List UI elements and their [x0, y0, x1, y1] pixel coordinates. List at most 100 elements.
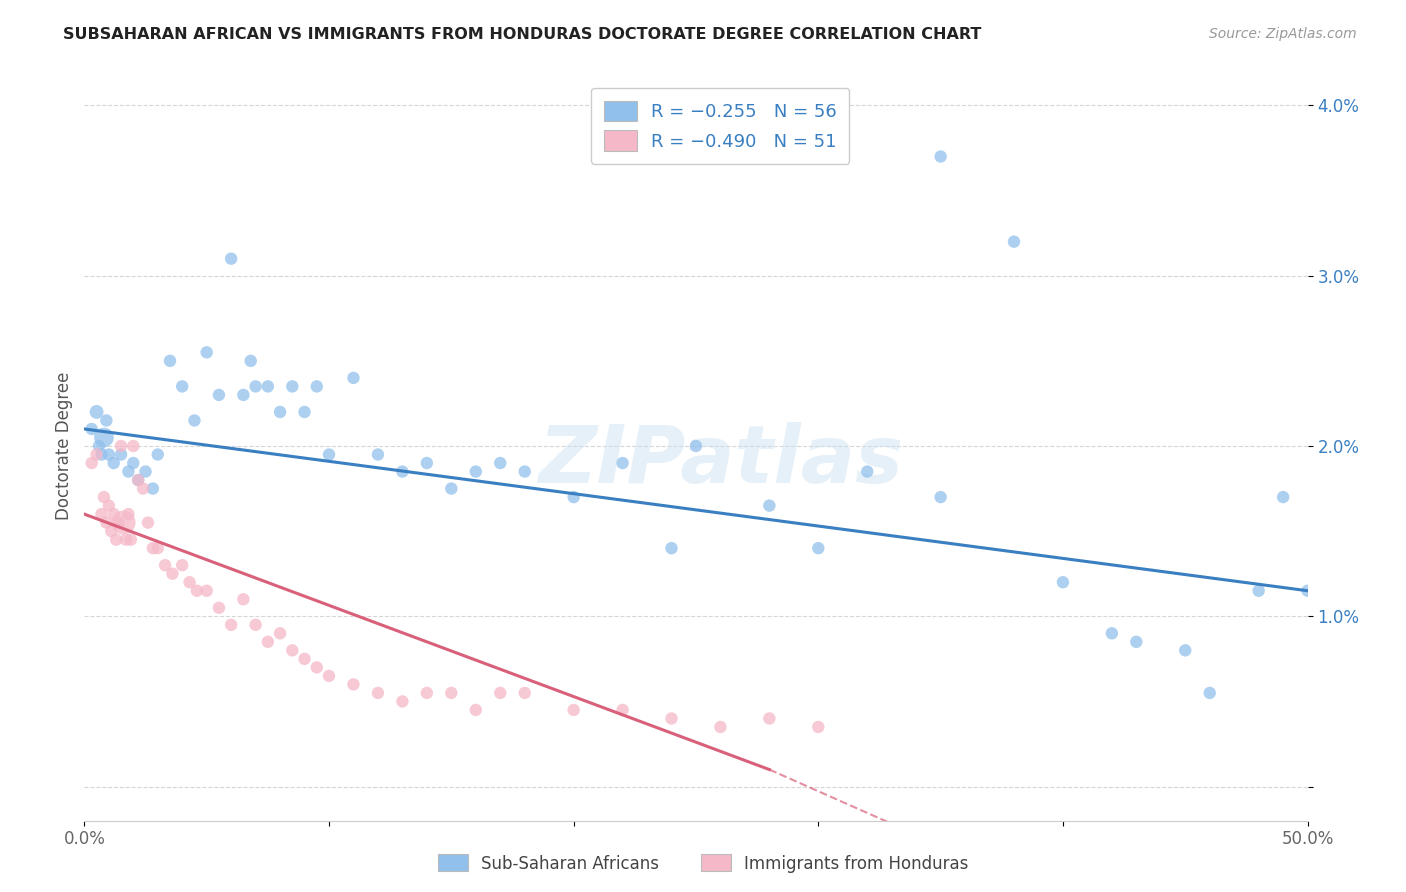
Point — [110, 439, 132, 453]
Point — [112, 516, 135, 530]
Legend: R = −0.255   N = 56, R = −0.490   N = 51: R = −0.255 N = 56, R = −0.490 N = 51 — [592, 88, 849, 164]
Point — [146, 448, 169, 462]
Point — [245, 617, 267, 632]
Point — [219, 252, 242, 266]
Point — [257, 379, 280, 393]
Point — [103, 456, 125, 470]
Point — [127, 473, 149, 487]
Point — [179, 575, 201, 590]
Point — [612, 703, 634, 717]
Point — [93, 490, 115, 504]
Point — [135, 465, 157, 479]
Point — [132, 482, 155, 496]
Point — [120, 533, 142, 547]
Point — [342, 677, 364, 691]
Point — [367, 448, 389, 462]
Point — [93, 430, 115, 444]
Text: SUBSAHARAN AFRICAN VS IMMIGRANTS FROM HONDURAS DOCTORATE DEGREE CORRELATION CHAR: SUBSAHARAN AFRICAN VS IMMIGRANTS FROM HO… — [63, 27, 981, 42]
Point — [391, 465, 413, 479]
Point — [122, 439, 145, 453]
Point — [318, 669, 340, 683]
Point — [90, 448, 112, 462]
Point — [117, 465, 139, 479]
Point — [513, 686, 536, 700]
Point — [1002, 235, 1025, 249]
Point — [127, 473, 149, 487]
Point — [758, 711, 780, 725]
Point — [1198, 686, 1220, 700]
Point — [97, 499, 120, 513]
Point — [489, 456, 512, 470]
Point — [105, 533, 128, 547]
Point — [195, 583, 218, 598]
Point — [562, 703, 585, 717]
Point — [1174, 643, 1197, 657]
Point — [367, 686, 389, 700]
Point — [807, 541, 830, 556]
Point — [142, 482, 165, 496]
Point — [416, 456, 439, 470]
Point — [294, 652, 316, 666]
Point — [342, 371, 364, 385]
Point — [391, 694, 413, 708]
Point — [929, 490, 952, 504]
Point — [1101, 626, 1123, 640]
Point — [269, 626, 291, 640]
Point — [162, 566, 184, 581]
Point — [294, 405, 316, 419]
Point — [86, 448, 108, 462]
Point — [96, 413, 118, 427]
Point — [208, 388, 231, 402]
Point — [612, 456, 634, 470]
Text: Source: ZipAtlas.com: Source: ZipAtlas.com — [1209, 27, 1357, 41]
Point — [440, 686, 463, 700]
Point — [219, 617, 242, 632]
Point — [685, 439, 707, 453]
Point — [80, 456, 103, 470]
Point — [142, 541, 165, 556]
Point — [464, 465, 486, 479]
Point — [856, 465, 879, 479]
Point — [318, 448, 340, 462]
Point — [186, 583, 208, 598]
Point — [80, 422, 103, 436]
Point — [1272, 490, 1295, 504]
Point — [281, 379, 304, 393]
Point — [239, 354, 262, 368]
Point — [103, 507, 125, 521]
Point — [172, 379, 194, 393]
Point — [232, 388, 254, 402]
Legend: Sub-Saharan Africans, Immigrants from Honduras: Sub-Saharan Africans, Immigrants from Ho… — [432, 847, 974, 880]
Point — [117, 507, 139, 521]
Point — [90, 507, 112, 521]
Point — [208, 600, 231, 615]
Point — [807, 720, 830, 734]
Point — [305, 660, 328, 674]
Point — [489, 686, 512, 700]
Point — [122, 456, 145, 470]
Point — [758, 499, 780, 513]
Y-axis label: Doctorate Degree: Doctorate Degree — [55, 372, 73, 520]
Point — [100, 524, 122, 538]
Point — [183, 413, 205, 427]
Point — [929, 149, 952, 163]
Point — [661, 541, 683, 556]
Point — [87, 439, 110, 453]
Point — [172, 558, 194, 573]
Point — [1125, 635, 1147, 649]
Point — [269, 405, 291, 419]
Point — [1247, 583, 1270, 598]
Point — [97, 448, 120, 462]
Point — [440, 482, 463, 496]
Point — [146, 541, 169, 556]
Point — [153, 558, 176, 573]
Point — [1052, 575, 1074, 590]
Point — [96, 516, 118, 530]
Point — [110, 448, 132, 462]
Text: ZIPatlas: ZIPatlas — [538, 422, 903, 500]
Point — [416, 686, 439, 700]
Point — [513, 465, 536, 479]
Point — [305, 379, 328, 393]
Point — [107, 516, 129, 530]
Point — [136, 516, 159, 530]
